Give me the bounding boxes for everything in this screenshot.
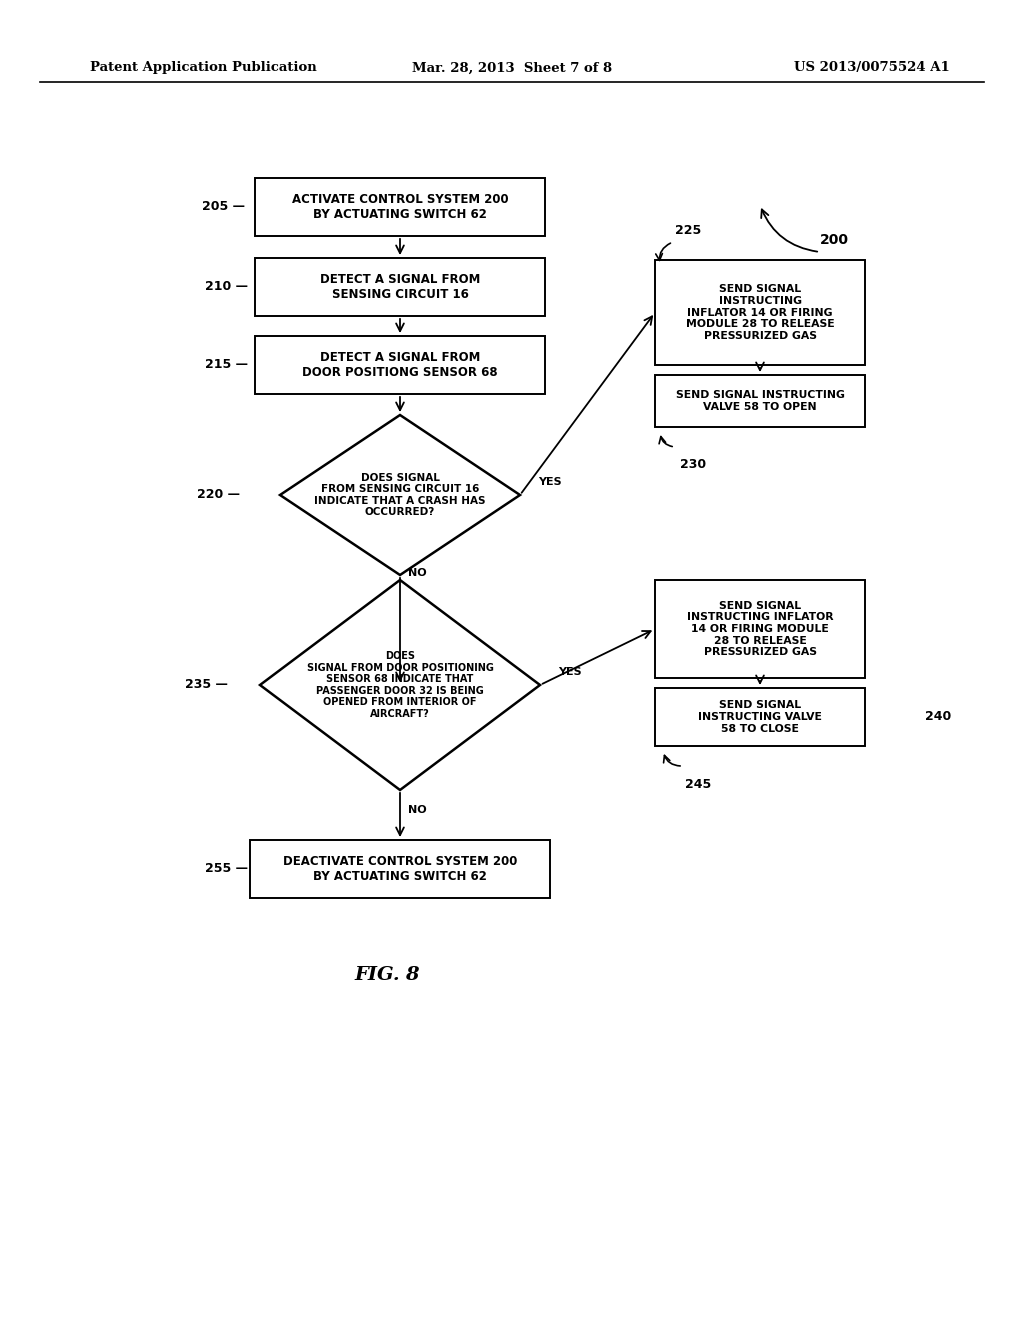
Text: FIG.: FIG. (354, 966, 400, 983)
Text: 8: 8 (406, 966, 419, 983)
FancyArrowPatch shape (761, 210, 817, 252)
Text: 235 —: 235 — (185, 678, 228, 692)
Text: 255 —: 255 — (205, 862, 248, 875)
Text: NO: NO (408, 805, 427, 814)
Text: Mar. 28, 2013  Sheet 7 of 8: Mar. 28, 2013 Sheet 7 of 8 (412, 62, 612, 74)
Text: 225: 225 (675, 223, 701, 236)
Text: DETECT A SIGNAL FROM
DOOR POSITIONG SENSOR 68: DETECT A SIGNAL FROM DOOR POSITIONG SENS… (302, 351, 498, 379)
FancyBboxPatch shape (655, 260, 865, 366)
Text: SEND SIGNAL
INSTRUCTING VALVE
58 TO CLOSE: SEND SIGNAL INSTRUCTING VALVE 58 TO CLOS… (698, 701, 822, 734)
FancyArrowPatch shape (659, 437, 673, 446)
Text: 220 —: 220 — (197, 488, 240, 502)
Text: SEND SIGNAL INSTRUCTING
VALVE 58 TO OPEN: SEND SIGNAL INSTRUCTING VALVE 58 TO OPEN (676, 391, 845, 412)
Text: 230: 230 (680, 458, 707, 471)
Text: DETECT A SIGNAL FROM
SENSING CIRCUIT 16: DETECT A SIGNAL FROM SENSING CIRCUIT 16 (319, 273, 480, 301)
FancyBboxPatch shape (655, 375, 865, 426)
Text: 200: 200 (820, 234, 849, 247)
Text: YES: YES (538, 477, 561, 487)
Text: NO: NO (408, 568, 427, 578)
Text: DOES SIGNAL
FROM SENSING CIRCUIT 16
INDICATE THAT A CRASH HAS
OCCURRED?: DOES SIGNAL FROM SENSING CIRCUIT 16 INDI… (314, 473, 485, 517)
Text: 215 —: 215 — (205, 359, 248, 371)
FancyBboxPatch shape (255, 257, 545, 315)
Text: DOES
SIGNAL FROM DOOR POSITIONING
SENSOR 68 INDICATE THAT
PASSENGER DOOR 32 IS B: DOES SIGNAL FROM DOOR POSITIONING SENSOR… (306, 651, 494, 719)
FancyArrowPatch shape (655, 243, 671, 260)
Text: SEND SIGNAL
INSTRUCTING
INFLATOR 14 OR FIRING
MODULE 28 TO RELEASE
PRESSURIZED G: SEND SIGNAL INSTRUCTING INFLATOR 14 OR F… (686, 284, 835, 341)
FancyBboxPatch shape (655, 579, 865, 678)
Text: 245: 245 (685, 777, 712, 791)
Text: SEND SIGNAL
INSTRUCTING INFLATOR
14 OR FIRING MODULE
28 TO RELEASE
PRESSURIZED G: SEND SIGNAL INSTRUCTING INFLATOR 14 OR F… (687, 601, 834, 657)
FancyBboxPatch shape (255, 178, 545, 236)
Text: US 2013/0075524 A1: US 2013/0075524 A1 (795, 62, 950, 74)
FancyBboxPatch shape (655, 688, 865, 746)
Text: 205 —: 205 — (202, 201, 245, 214)
Text: YES: YES (558, 667, 582, 677)
FancyBboxPatch shape (255, 337, 545, 393)
Text: DEACTIVATE CONTROL SYSTEM 200
BY ACTUATING SWITCH 62: DEACTIVATE CONTROL SYSTEM 200 BY ACTUATI… (283, 855, 517, 883)
Text: ACTIVATE CONTROL SYSTEM 200
BY ACTUATING SWITCH 62: ACTIVATE CONTROL SYSTEM 200 BY ACTUATING… (292, 193, 508, 220)
Text: 210 —: 210 — (205, 281, 248, 293)
FancyArrowPatch shape (664, 755, 680, 766)
Polygon shape (260, 579, 540, 789)
Text: 240: 240 (925, 710, 951, 723)
FancyBboxPatch shape (250, 840, 550, 898)
Text: Patent Application Publication: Patent Application Publication (90, 62, 316, 74)
Polygon shape (280, 414, 520, 576)
